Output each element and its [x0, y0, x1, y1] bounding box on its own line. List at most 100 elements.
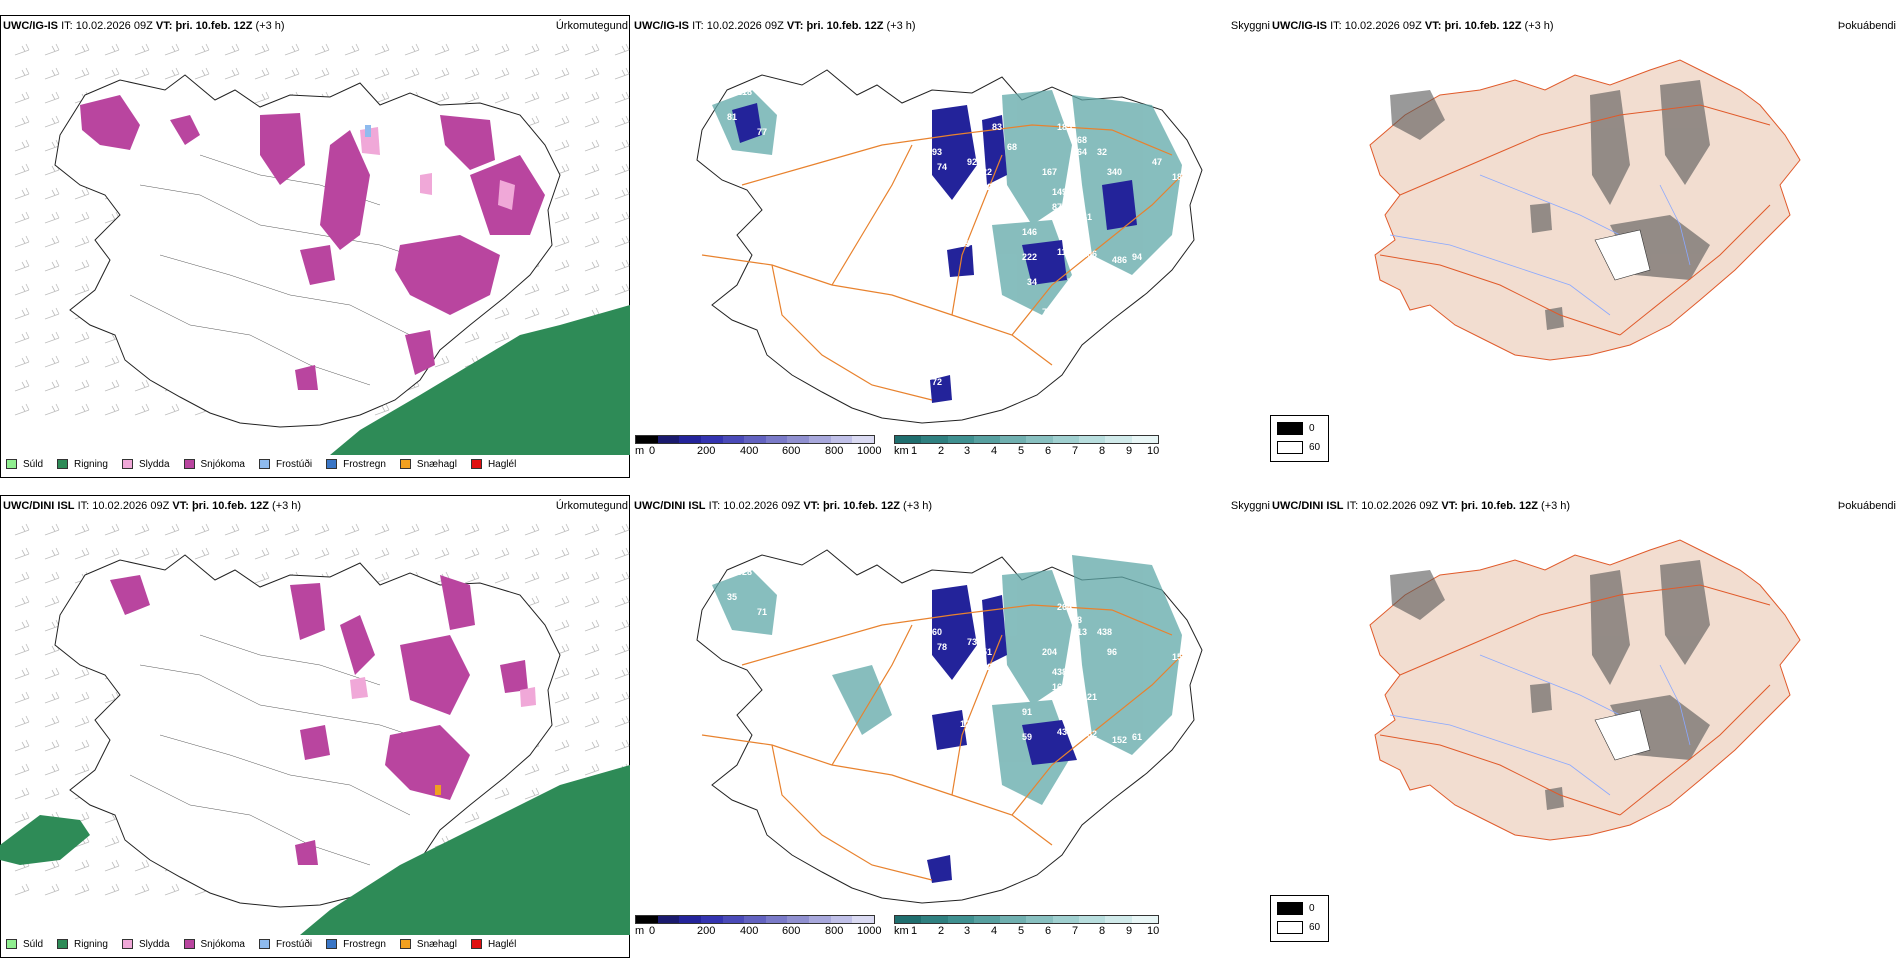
wind-barb: [14, 571, 30, 584]
ceiling-value-label: 41: [1082, 212, 1092, 222]
model-name: UWC/DINI ISL: [3, 500, 75, 512]
wind-barb: [74, 739, 90, 752]
wind-barb: [14, 691, 30, 704]
legend-item: Frostregn: [326, 459, 386, 470]
legend-item: Rigning: [57, 459, 108, 470]
wind-barb: [14, 883, 30, 896]
wind-barb: [164, 883, 180, 896]
fog-shading: [1390, 80, 1710, 330]
wind-barb: [44, 787, 60, 800]
wind-barb: [104, 547, 120, 560]
wind-barb: [44, 403, 60, 416]
ceiling-unit: m: [635, 925, 645, 937]
model-name: UWC/DINI ISL: [1272, 500, 1344, 512]
wind-barb: [104, 523, 120, 536]
wind-barb: [164, 523, 180, 536]
precip-legend: Súld Rigning Slydda Snjókoma Frostúði Fr…: [6, 456, 530, 472]
rain-area-sea: [300, 765, 630, 935]
legend-swatch: [258, 939, 270, 949]
glacier-mask: [1594, 229, 1651, 281]
wind-barb: [254, 43, 270, 56]
ceiling-value-label: 35: [727, 592, 737, 602]
wind-barb: [584, 619, 600, 632]
wind-barb: [284, 547, 300, 560]
ceiling-value-label: 61: [1132, 732, 1142, 742]
wind-barb: [74, 67, 90, 80]
it-label: IT:: [708, 500, 721, 512]
wind-barb: [614, 115, 630, 128]
wind-barb: [14, 739, 30, 752]
wind-barb: [14, 379, 30, 392]
wind-barb: [434, 67, 450, 80]
rivers: [1389, 654, 1691, 796]
wind-barb: [44, 235, 60, 248]
lead-time: (+3 h): [255, 20, 285, 32]
wind-barb: [14, 547, 30, 560]
wind-barb: [74, 379, 90, 392]
wind-barb: [524, 571, 540, 584]
wind-barb: [44, 739, 60, 752]
ceiling-value-label: 15: [1172, 652, 1182, 662]
legend-item: Rigning: [57, 939, 108, 950]
tick: 5: [1018, 925, 1025, 937]
wind-barb: [614, 67, 630, 80]
wind-barb: [74, 667, 90, 680]
fog-panel: UWC/IG-IS IT: 10.02.2026 09Z VT: þri. 10…: [1270, 15, 1900, 480]
it-value: 10.02.2026 09Z: [92, 500, 170, 512]
legend-item: Súld: [6, 939, 43, 950]
it-label: IT:: [61, 20, 73, 32]
ceiling-value-label: 75: [1042, 307, 1052, 317]
wind-barb: [314, 547, 330, 560]
tick: 6: [1045, 445, 1052, 457]
wind-barb: [74, 43, 90, 56]
wind-barb: [374, 43, 390, 56]
tick: 1: [911, 925, 918, 937]
wind-barb: [584, 643, 600, 656]
visibility-panel: UWC/DINI ISL IT: 10.02.2026 09Z VT: þri.…: [632, 495, 1270, 960]
wind-barb: [104, 67, 120, 80]
wind-barb: [194, 523, 210, 536]
tick: 9: [1126, 925, 1133, 937]
wind-barb: [494, 547, 510, 560]
legend-item: Snjókoma: [183, 939, 245, 950]
legend-item: Súld: [6, 459, 43, 470]
wind-barb: [44, 379, 60, 392]
vt-value: þri. 10.feb. 12Z: [1460, 500, 1538, 512]
precip-type-header: UWC/DINI ISL IT: 10.02.2026 09Z VT: þri.…: [3, 500, 301, 512]
precip-type-panel: UWC/IG-IS IT: 10.02.2026 09Z VT: þri. 10…: [0, 15, 632, 480]
ceiling-value-label: 149: [1052, 187, 1067, 197]
ceiling-value-label: 94: [1132, 252, 1142, 262]
tick: 200: [697, 925, 716, 937]
tick: 10: [1147, 925, 1160, 937]
visibility-scale: km 1 2 3 4 5 6 7 8 9 10: [894, 915, 1164, 955]
ceiling-value-label: 83: [992, 122, 1002, 132]
ceiling-value-label: 152: [1112, 735, 1127, 745]
ceiling-value-label: 119: [1057, 247, 1072, 257]
wind-barb: [554, 547, 570, 560]
terrain-contours: [129, 634, 441, 866]
wind-barb: [434, 547, 450, 560]
fog-legend-min: 0: [1309, 903, 1315, 914]
wind-barb: [104, 355, 120, 368]
ceiling-value-label: 167: [1042, 167, 1057, 177]
wind-barb: [584, 187, 600, 200]
ceiling-value-label: 59: [1022, 732, 1032, 742]
wind-barb: [464, 811, 480, 824]
wind-barb: [164, 67, 180, 80]
wind-barb: [584, 235, 600, 248]
ceiling-value-label: 12: [982, 182, 992, 192]
wind-barb: [134, 67, 150, 80]
precip-legend: Súld Rigning Slydda Snjókoma Frostúði Fr…: [6, 936, 530, 952]
vt-value: þri. 10.feb. 12Z: [1444, 20, 1522, 32]
tick: 800: [825, 445, 844, 457]
ceiling-value-label: 438: [1097, 627, 1112, 637]
it-value: 10.02.2026 09Z: [1344, 20, 1422, 32]
legend-item: Snæhagl: [399, 459, 457, 470]
ceiling-value-label: 47: [1152, 157, 1162, 167]
ceiling-value-label: 91: [1022, 707, 1032, 717]
wind-barb: [614, 91, 630, 104]
tick: 0: [649, 445, 656, 457]
wind-barb: [524, 547, 540, 560]
wind-barb: [14, 403, 30, 416]
